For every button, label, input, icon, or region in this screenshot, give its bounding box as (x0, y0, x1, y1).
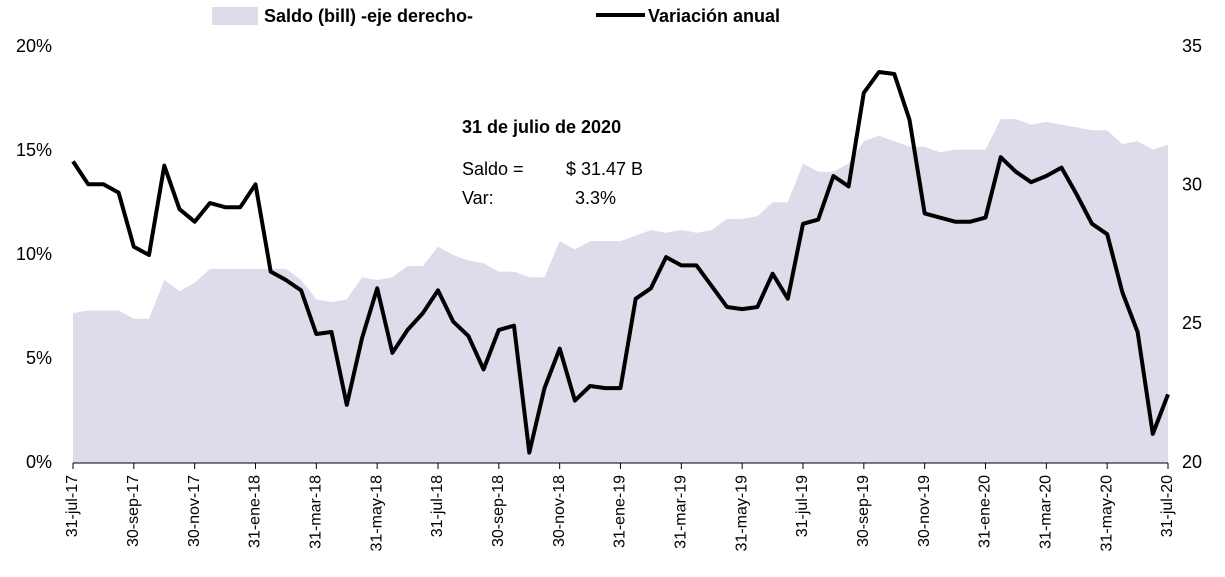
x-tick-label: 31-mar-20 (1038, 475, 1055, 549)
annotation-title: 31 de julio de 2020 (462, 117, 621, 137)
y-tick-label: 5% (26, 348, 52, 368)
x-tick-label: 30-sep-17 (125, 475, 142, 547)
annotation-saldo-label: Saldo = (462, 159, 524, 179)
y2-tick-label: 30 (1182, 174, 1202, 194)
y2-tick-label: 35 (1182, 36, 1202, 56)
x-tick-label: 31-may-18 (368, 475, 385, 552)
x-tick-label: 31-jul-17 (64, 475, 81, 537)
x-tick-label: 31-ene-20 (977, 475, 994, 548)
line (71, 70, 1170, 455)
x-tick-label: 31-ene-19 (612, 475, 629, 548)
legend-swatch (212, 7, 258, 25)
y-tick-label: 0% (26, 452, 52, 472)
x-tick-label: 30-nov-19 (916, 475, 933, 547)
annotation: 31 de julio de 2020 Saldo = $ 31.47 B Va… (462, 117, 643, 208)
y-tick-label: 20% (16, 36, 52, 56)
x-tick-label: 31-jul-18 (429, 475, 446, 537)
y2-tick-label: 20 (1182, 452, 1202, 472)
x-tick-label: 30-nov-17 (186, 475, 203, 547)
legend-label: Variación anual (648, 6, 780, 26)
line-layer (71, 70, 1170, 455)
x-tick-label: 31-jul-20 (1159, 475, 1176, 537)
y-tick-label: 15% (16, 140, 52, 160)
x-tick-label: 31-jul-19 (794, 475, 811, 537)
x-tick-label: 31-ene-18 (247, 475, 264, 548)
x-tick-label: 30-sep-19 (855, 475, 872, 547)
annotation-var-label: Var: (462, 188, 494, 208)
x-tick-label: 30-nov-18 (551, 475, 568, 547)
y2-tick-label: 25 (1182, 313, 1202, 333)
annotation-saldo-value: $ 31.47 B (566, 159, 643, 179)
annotation-var-value: 3.3% (575, 188, 616, 208)
area-layer (73, 119, 1168, 463)
area (73, 119, 1168, 463)
legend-label: Saldo (bill) -eje derecho- (264, 6, 473, 26)
x-tick-label: 31-may-20 (1098, 475, 1115, 552)
x-tick-label: 30-sep-18 (490, 475, 507, 547)
x-tick-label: 31-mar-19 (673, 475, 690, 549)
x-tick-label: 31-mar-18 (308, 475, 325, 549)
x-tick-label: 31-may-19 (733, 475, 750, 552)
y-tick-label: 10% (16, 244, 52, 264)
